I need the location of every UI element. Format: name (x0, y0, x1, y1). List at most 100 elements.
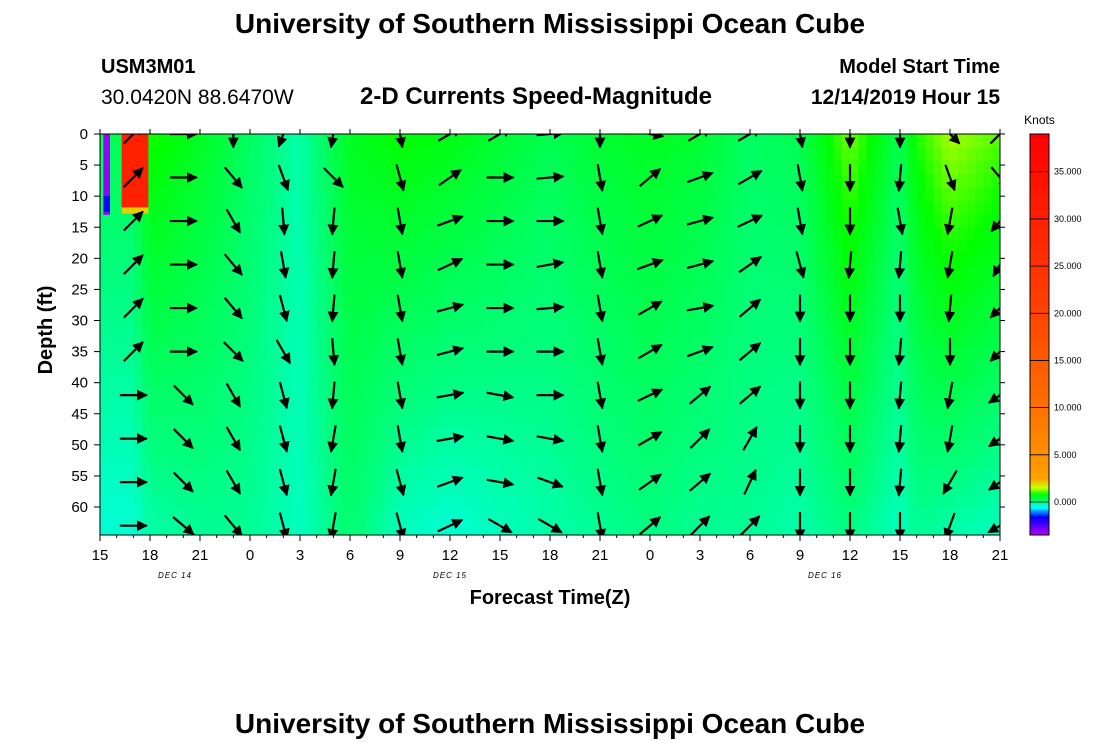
heat-cell (933, 281, 943, 295)
heat-cell (458, 321, 468, 336)
heat-cell (383, 441, 393, 456)
heat-cell (516, 174, 526, 189)
heat-cell (291, 174, 301, 189)
heat-cell (175, 174, 184, 189)
heat-cell (150, 147, 159, 162)
heat-cell (958, 321, 968, 336)
heat-cell (866, 441, 876, 456)
heat-cell (958, 254, 968, 269)
heat-cell (883, 214, 893, 229)
heat-cell (891, 294, 901, 309)
current-vector (487, 134, 513, 142)
heat-cell (466, 428, 476, 443)
heat-cell (608, 481, 618, 496)
heat-cell (141, 214, 151, 229)
heat-cell (483, 401, 493, 416)
heat-cell (450, 508, 459, 523)
heat-cell (533, 334, 543, 349)
heat-cell (233, 134, 243, 148)
heat-cell (666, 494, 676, 509)
heat-cell (408, 481, 418, 496)
heat-cell (166, 254, 176, 269)
date-label: DEC 16 (808, 571, 842, 580)
heat-cell (591, 254, 601, 269)
heat-cell (300, 454, 309, 469)
current-vector (436, 301, 465, 313)
heat-cell (116, 254, 126, 269)
heat-cell (466, 174, 476, 189)
heat-cell (417, 535, 426, 549)
heat-cell (783, 160, 793, 175)
heat-cell (583, 481, 593, 496)
heat-cell (775, 508, 784, 523)
heat-cell (891, 240, 901, 255)
y-tick-label: 30 (71, 313, 88, 330)
heat-cell (375, 200, 384, 215)
heat-cell (966, 334, 976, 349)
heat-cell (625, 454, 634, 469)
heat-cell (658, 321, 668, 336)
heat-cell (333, 134, 343, 148)
heat-cell (491, 294, 501, 309)
current-vector (437, 134, 463, 142)
heat-cell (766, 200, 776, 215)
heat-cell (550, 240, 559, 255)
heat-cell (600, 281, 609, 295)
heat-cell (975, 347, 984, 362)
heat-cell (425, 294, 434, 309)
heat-cell (300, 361, 309, 376)
heat-cell (841, 414, 851, 429)
colorbar-scale (1029, 133, 1050, 536)
heat-cell (283, 361, 293, 376)
heat-cell (633, 321, 643, 336)
heat-cell (250, 494, 259, 509)
heat-cell (550, 227, 559, 242)
heat-cell (950, 414, 959, 429)
heat-cell (141, 281, 151, 295)
heat-cell (425, 240, 434, 255)
heat-cell (700, 281, 709, 295)
heat-cell (583, 240, 593, 255)
heat-cell (850, 134, 859, 148)
current-vector (327, 207, 339, 236)
heat-cell (866, 401, 876, 416)
heat-cell (683, 521, 693, 535)
heat-cell (425, 174, 434, 189)
heat-cell (308, 200, 318, 215)
heat-cell (600, 254, 609, 269)
heat-cell (275, 428, 284, 443)
heat-cell (608, 414, 618, 429)
heat-cell (475, 361, 484, 376)
heat-cell (825, 428, 834, 443)
current-vector (595, 294, 607, 323)
heat-cell (216, 494, 226, 509)
heat-cell (750, 134, 759, 148)
heat-cell (208, 481, 218, 496)
heat-cell (675, 535, 684, 549)
heat-cell (858, 428, 868, 443)
heat-cell (841, 147, 851, 162)
heat-cell (441, 454, 451, 469)
heat-cell (250, 240, 259, 255)
current-vector (123, 254, 144, 275)
heat-cell (708, 521, 718, 535)
heat-cell (191, 374, 201, 389)
current-vector (486, 433, 515, 445)
heat-cell (266, 428, 276, 443)
heat-cell (700, 521, 709, 535)
current-vector (638, 167, 662, 188)
heat-cell (233, 494, 243, 509)
heat-cell (383, 334, 393, 349)
heat-cell (441, 494, 451, 509)
heat-cell (975, 294, 984, 309)
heat-cell (991, 441, 1000, 456)
heat-cell (366, 294, 376, 309)
heat-cell (716, 187, 726, 202)
current-vector (638, 473, 662, 491)
heat-cell (775, 254, 784, 269)
heat-cell (941, 374, 951, 389)
heat-cell (866, 321, 876, 336)
heat-cell (141, 521, 151, 535)
heat-cell (516, 481, 526, 496)
heat-cell (150, 387, 159, 402)
